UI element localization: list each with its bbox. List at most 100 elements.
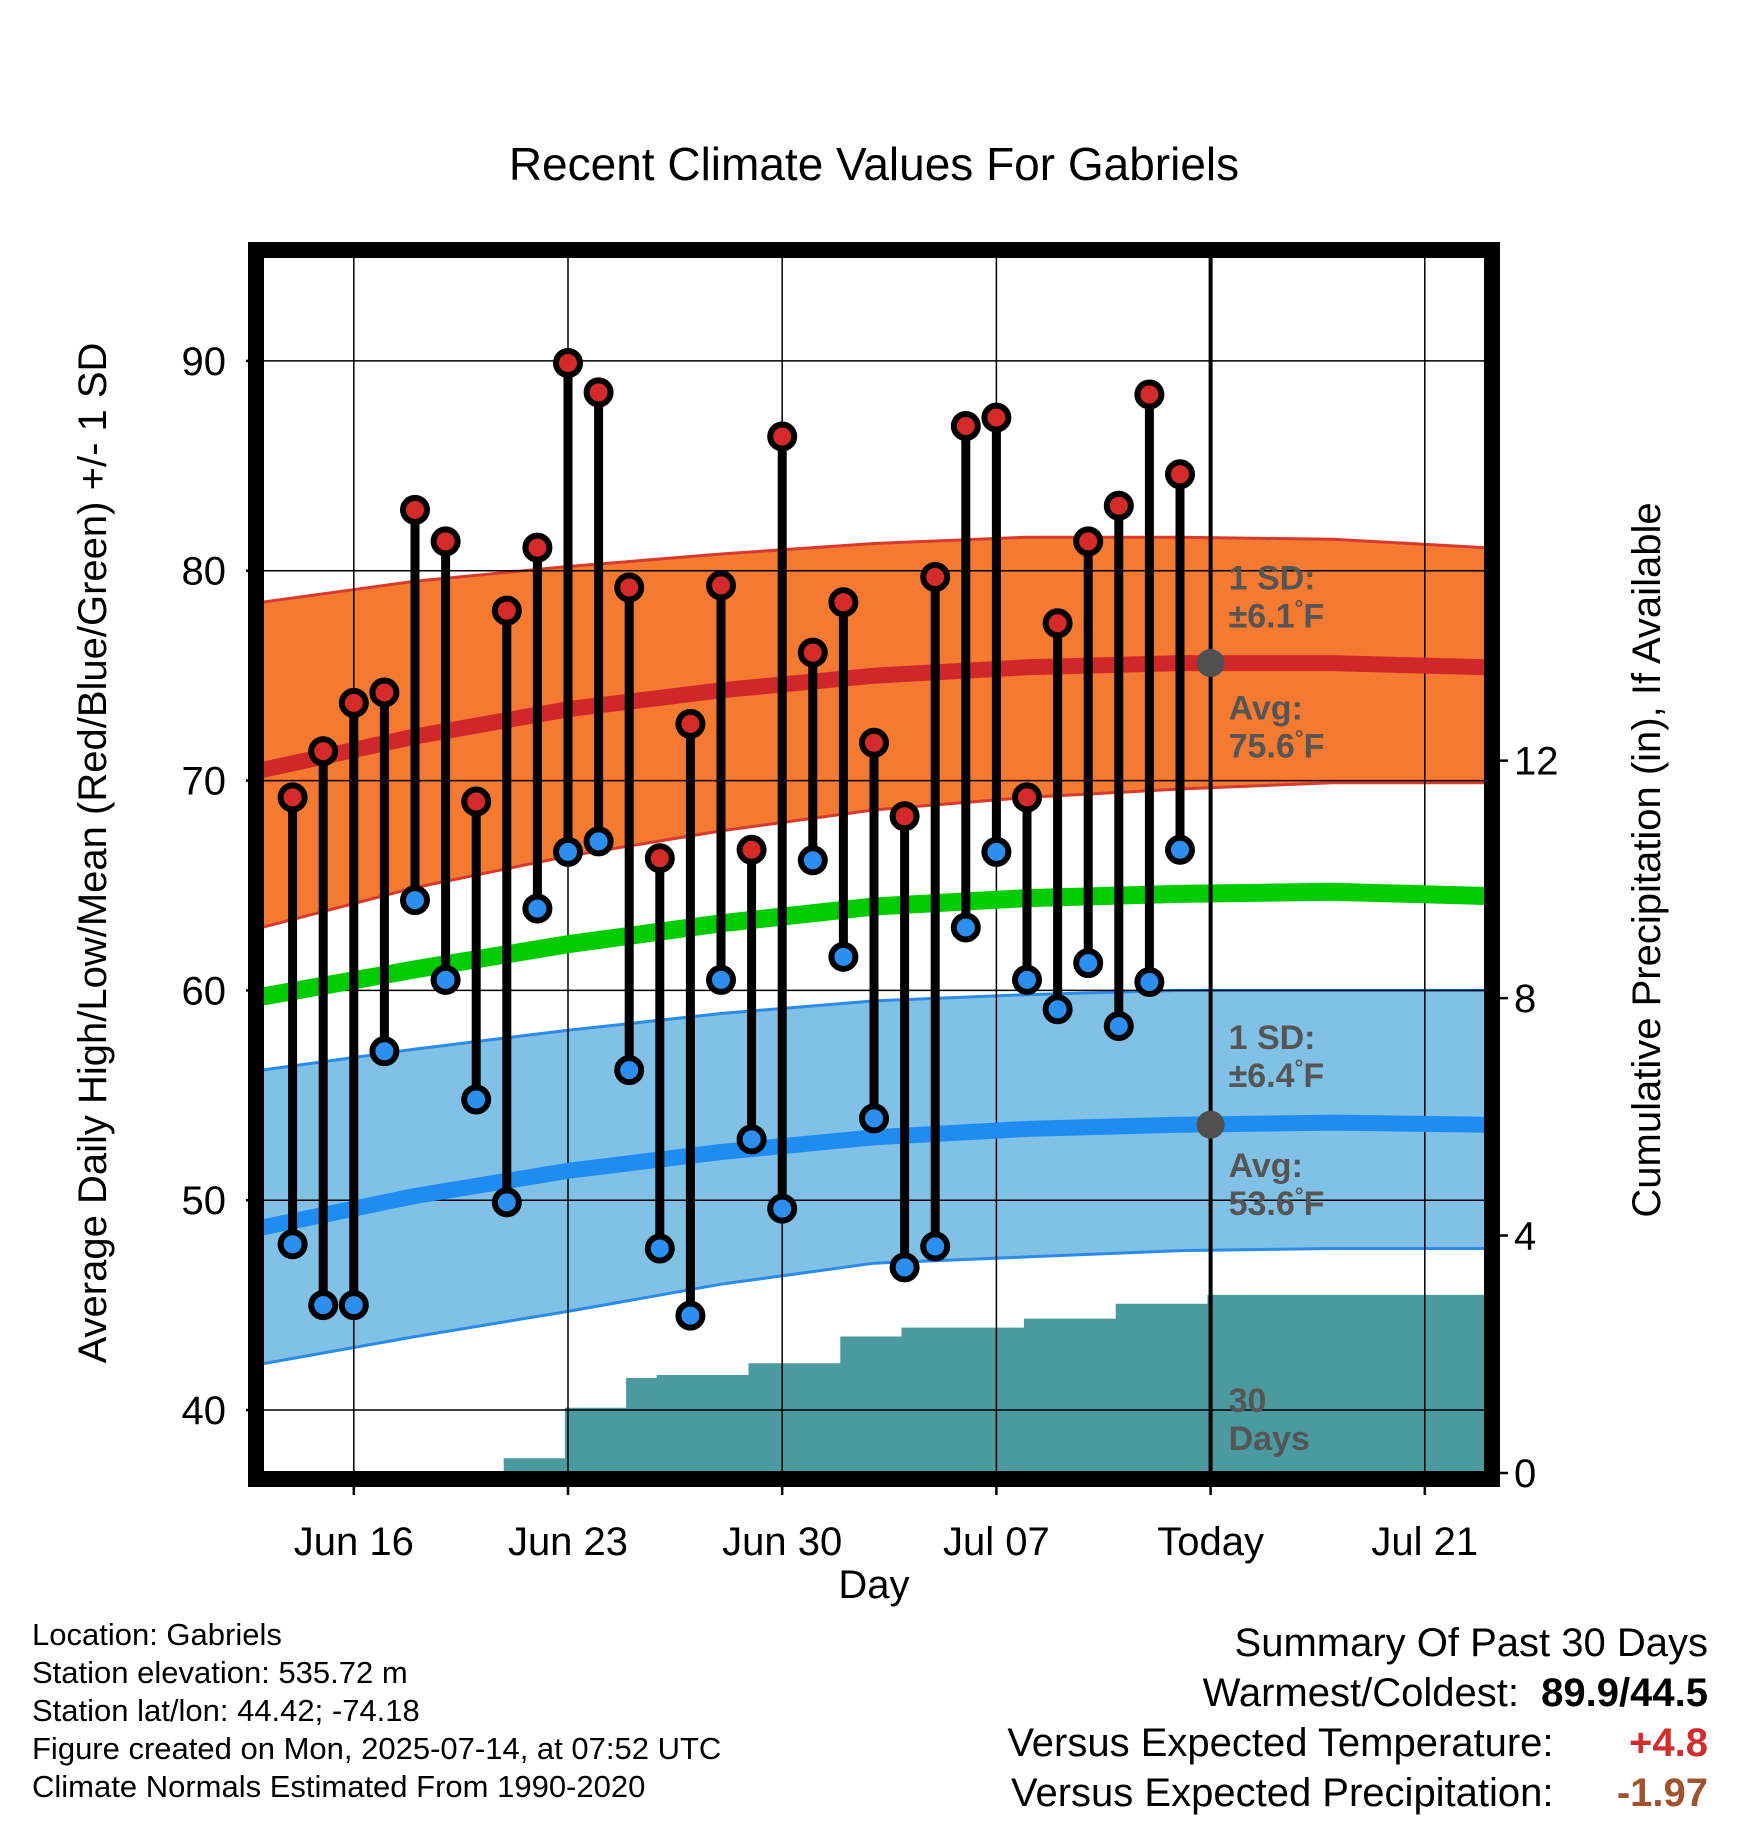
daily-high-marker xyxy=(308,736,339,767)
location-text: Location: Gabriels xyxy=(32,1617,282,1652)
daily-high-marker xyxy=(1165,459,1195,490)
temp-label: Versus Expected Temperature: xyxy=(1007,1721,1554,1765)
today-low-normal-marker xyxy=(1196,1110,1225,1139)
daily-low-marker xyxy=(461,1084,492,1115)
daily-high-marker xyxy=(277,782,308,813)
y-tick-label: 60 xyxy=(182,969,227,1013)
daily-high-marker xyxy=(1042,608,1073,639)
low-avg-annotation: Avg: 53.6°F xyxy=(1229,1147,1325,1223)
daily-high-marker xyxy=(491,595,522,626)
daily-low-marker xyxy=(1134,967,1165,998)
daily-high-marker xyxy=(797,637,828,668)
warmest-value: 89.9/44.5 xyxy=(1541,1671,1708,1715)
daily-high-marker xyxy=(706,570,736,601)
x-tick-label: Jul 07 xyxy=(943,1520,1050,1564)
daily-low-marker xyxy=(400,885,430,916)
x-tick-label: Jun 30 xyxy=(722,1520,842,1564)
low-sd-annotation: 1 SD: ±6.4°F xyxy=(1229,1019,1325,1095)
x-tick-label: Jun 23 xyxy=(508,1520,628,1564)
daily-low-marker xyxy=(767,1193,798,1224)
normals-text: Climate Normals Estimated From 1990-2020 xyxy=(32,1769,646,1804)
y2-tick-label: 0 xyxy=(1514,1452,1536,1496)
daily-high-marker xyxy=(736,834,767,865)
y-axis-label: Average Daily High/Low/Mean (Red/Blue/Gr… xyxy=(71,343,115,1364)
daily-low-marker xyxy=(828,941,859,972)
daily-low-marker xyxy=(797,845,828,876)
daily-low-marker xyxy=(369,1036,400,1067)
latlon-text: Station lat/lon: 44.42; -74.18 xyxy=(32,1693,420,1728)
chart-title: Recent Climate Values For Gabriels xyxy=(509,138,1239,190)
daily-low-marker xyxy=(308,1290,339,1321)
temp-value: +4.8 xyxy=(1629,1721,1708,1765)
y-tick-label: 70 xyxy=(182,760,227,804)
y2-axis-label: Cumulative Precipitation (in), If Availa… xyxy=(1625,502,1669,1217)
daily-low-marker xyxy=(277,1229,308,1260)
daily-high-marker xyxy=(461,786,492,817)
daily-high-marker xyxy=(644,843,675,874)
precip-label: Versus Expected Precipitation: xyxy=(1011,1771,1554,1815)
daily-low-marker xyxy=(583,826,614,857)
y2-tick-label: 12 xyxy=(1514,740,1559,784)
daily-low-marker xyxy=(950,912,981,943)
y2-tick-label: 8 xyxy=(1514,977,1536,1021)
daily-low-marker xyxy=(1012,964,1042,995)
y-tick-label: 50 xyxy=(182,1179,227,1223)
y-tick-label: 90 xyxy=(182,340,227,384)
plot-frame xyxy=(248,242,1500,1487)
summary-temp-row: Versus Expected Temperature: +4.8 xyxy=(1007,1718,1708,1768)
daily-low-marker xyxy=(736,1124,767,1155)
daily-low-marker xyxy=(644,1233,675,1264)
daily-high-marker xyxy=(583,377,614,408)
daily-high-marker xyxy=(859,727,889,758)
low-sd-lower-edge xyxy=(261,1247,1486,1366)
daily-low-marker xyxy=(889,1252,920,1283)
daily-high-marker xyxy=(920,562,951,593)
daily-high-marker xyxy=(1012,782,1042,813)
summary-heading: Summary Of Past 30 Days xyxy=(1234,1621,1708,1665)
daily-low-marker xyxy=(522,893,553,924)
daily-low-marker xyxy=(920,1231,951,1262)
daily-low-marker xyxy=(859,1103,889,1134)
daily-high-marker xyxy=(338,687,369,718)
daily-high-marker xyxy=(828,587,859,618)
daily-high-marker xyxy=(553,348,583,379)
daily-high-marker xyxy=(767,421,798,452)
x-tick-label: Jun 16 xyxy=(294,1520,414,1564)
daily-high-marker xyxy=(522,532,553,563)
daily-low-marker xyxy=(1103,1011,1134,1042)
y-tick-label: 40 xyxy=(182,1389,227,1433)
x-axis-label: Day xyxy=(838,1563,909,1607)
normal-high-line xyxy=(262,655,1486,778)
daily-high-marker xyxy=(614,572,645,603)
daily-low-marker xyxy=(1073,948,1104,979)
daily-high-marker xyxy=(889,801,920,832)
high-sd-annotation: 1 SD: ±6.1°F xyxy=(1229,560,1325,636)
today-high-normal-marker xyxy=(1196,649,1225,678)
x-tick-label: Today xyxy=(1157,1520,1264,1564)
daily-low-marker xyxy=(553,836,583,867)
axes: 40 50 60 70 80 90 0 4 8 12 Jun 16 Jun 23 Jun 30 Jul 0… xyxy=(182,242,1559,1564)
daily-high-marker xyxy=(430,526,461,557)
y2-tick-label: 4 xyxy=(1514,1215,1536,1259)
daily-high-marker xyxy=(400,494,430,525)
daily-high-marker xyxy=(675,708,706,739)
daily-low-marker xyxy=(338,1290,369,1321)
daily-low-marker xyxy=(430,964,461,995)
daily-low-marker xyxy=(706,964,736,995)
cumulative-precip-area xyxy=(442,1294,1486,1473)
y-tick-label: 80 xyxy=(182,550,227,594)
days-annotation: 30 Days xyxy=(1229,1382,1310,1458)
climate-chart: Recent Climate Values For Gabriels 1 SD:… xyxy=(71,138,1669,1607)
station-info: Location: Gabriels Station elevation: 53… xyxy=(32,1616,721,1806)
daily-high-marker xyxy=(1103,490,1134,521)
elevation-text: Station elevation: 535.72 m xyxy=(32,1655,408,1690)
summary-precip-row: Versus Expected Precipitation: -1.97 xyxy=(1007,1768,1708,1818)
warmest-label: Warmest/Coldest: xyxy=(1202,1671,1519,1715)
x-tick-label: Jul 21 xyxy=(1371,1520,1478,1564)
daily-high-marker xyxy=(981,402,1012,433)
daily-high-marker xyxy=(1134,379,1165,410)
precip-value: -1.97 xyxy=(1616,1771,1708,1815)
daily-high-marker xyxy=(1073,526,1104,557)
summary-panel: Summary Of Past 30 Days Warmest/Coldest:… xyxy=(1007,1618,1708,1818)
daily-low-marker xyxy=(981,836,1012,867)
